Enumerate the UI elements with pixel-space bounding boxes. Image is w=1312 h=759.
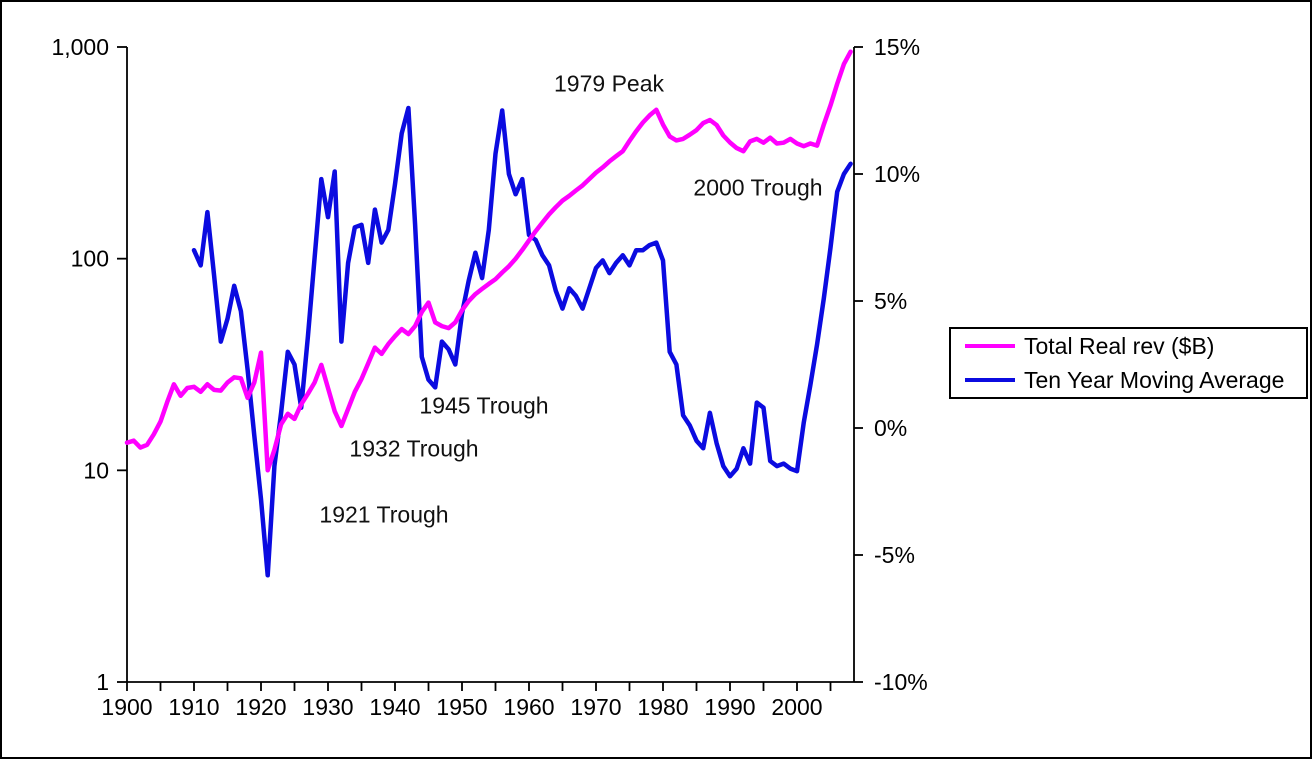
legend-item-total-real-rev: Total Real rev ($B) — [951, 329, 1306, 363]
legend-line-sample-magenta — [965, 344, 1015, 348]
legend-label: Total Real rev ($B) — [1024, 332, 1215, 359]
x-axis-label: 1930 — [302, 694, 353, 720]
legend-line-sample-blue — [965, 378, 1015, 382]
x-axis-label: 1940 — [369, 694, 420, 720]
legend-item-ten-year-moving-average: Ten Year Moving Average — [951, 363, 1306, 397]
annotation-1921-trough: 1921 Trough — [319, 501, 449, 528]
series-ten-year-moving-average — [191, 105, 853, 578]
x-axis-label: 1980 — [637, 694, 688, 720]
left-axis-label: 100 — [71, 246, 109, 272]
x-axis-label: 1970 — [570, 694, 621, 720]
left-axis-label: 1,000 — [51, 34, 109, 60]
series-total-real-rev — [124, 49, 853, 473]
annotation-1979-peak: 1979 Peak — [554, 70, 664, 97]
x-axis-label: 1950 — [436, 694, 487, 720]
legend: Total Real rev ($B) Ten Year Moving Aver… — [949, 327, 1308, 399]
x-axis-label: 1900 — [101, 694, 152, 720]
right-axis-label: -10% — [874, 669, 928, 695]
x-axis-label: 1990 — [704, 694, 755, 720]
x-axis-label: 1910 — [168, 694, 219, 720]
right-axis-label: -5% — [874, 542, 915, 568]
right-axis-label: 15% — [874, 34, 920, 60]
x-axis-label: 1920 — [235, 694, 286, 720]
left-axis-label: 1 — [96, 669, 109, 695]
legend-label: Ten Year Moving Average — [1024, 366, 1285, 393]
x-axis-label: 2000 — [771, 694, 822, 720]
left-axis-label: 10 — [83, 457, 109, 483]
annotation-1945-trough: 1945 Trough — [419, 392, 549, 419]
right-axis-label: 0% — [874, 415, 907, 441]
right-axis-label: 10% — [874, 161, 920, 187]
annotation-2000-trough: 2000 Trough — [693, 174, 823, 201]
annotation-1932-trough: 1932 Trough — [349, 435, 479, 462]
x-axis-label: 1960 — [503, 694, 554, 720]
right-axis-label: 5% — [874, 288, 907, 314]
